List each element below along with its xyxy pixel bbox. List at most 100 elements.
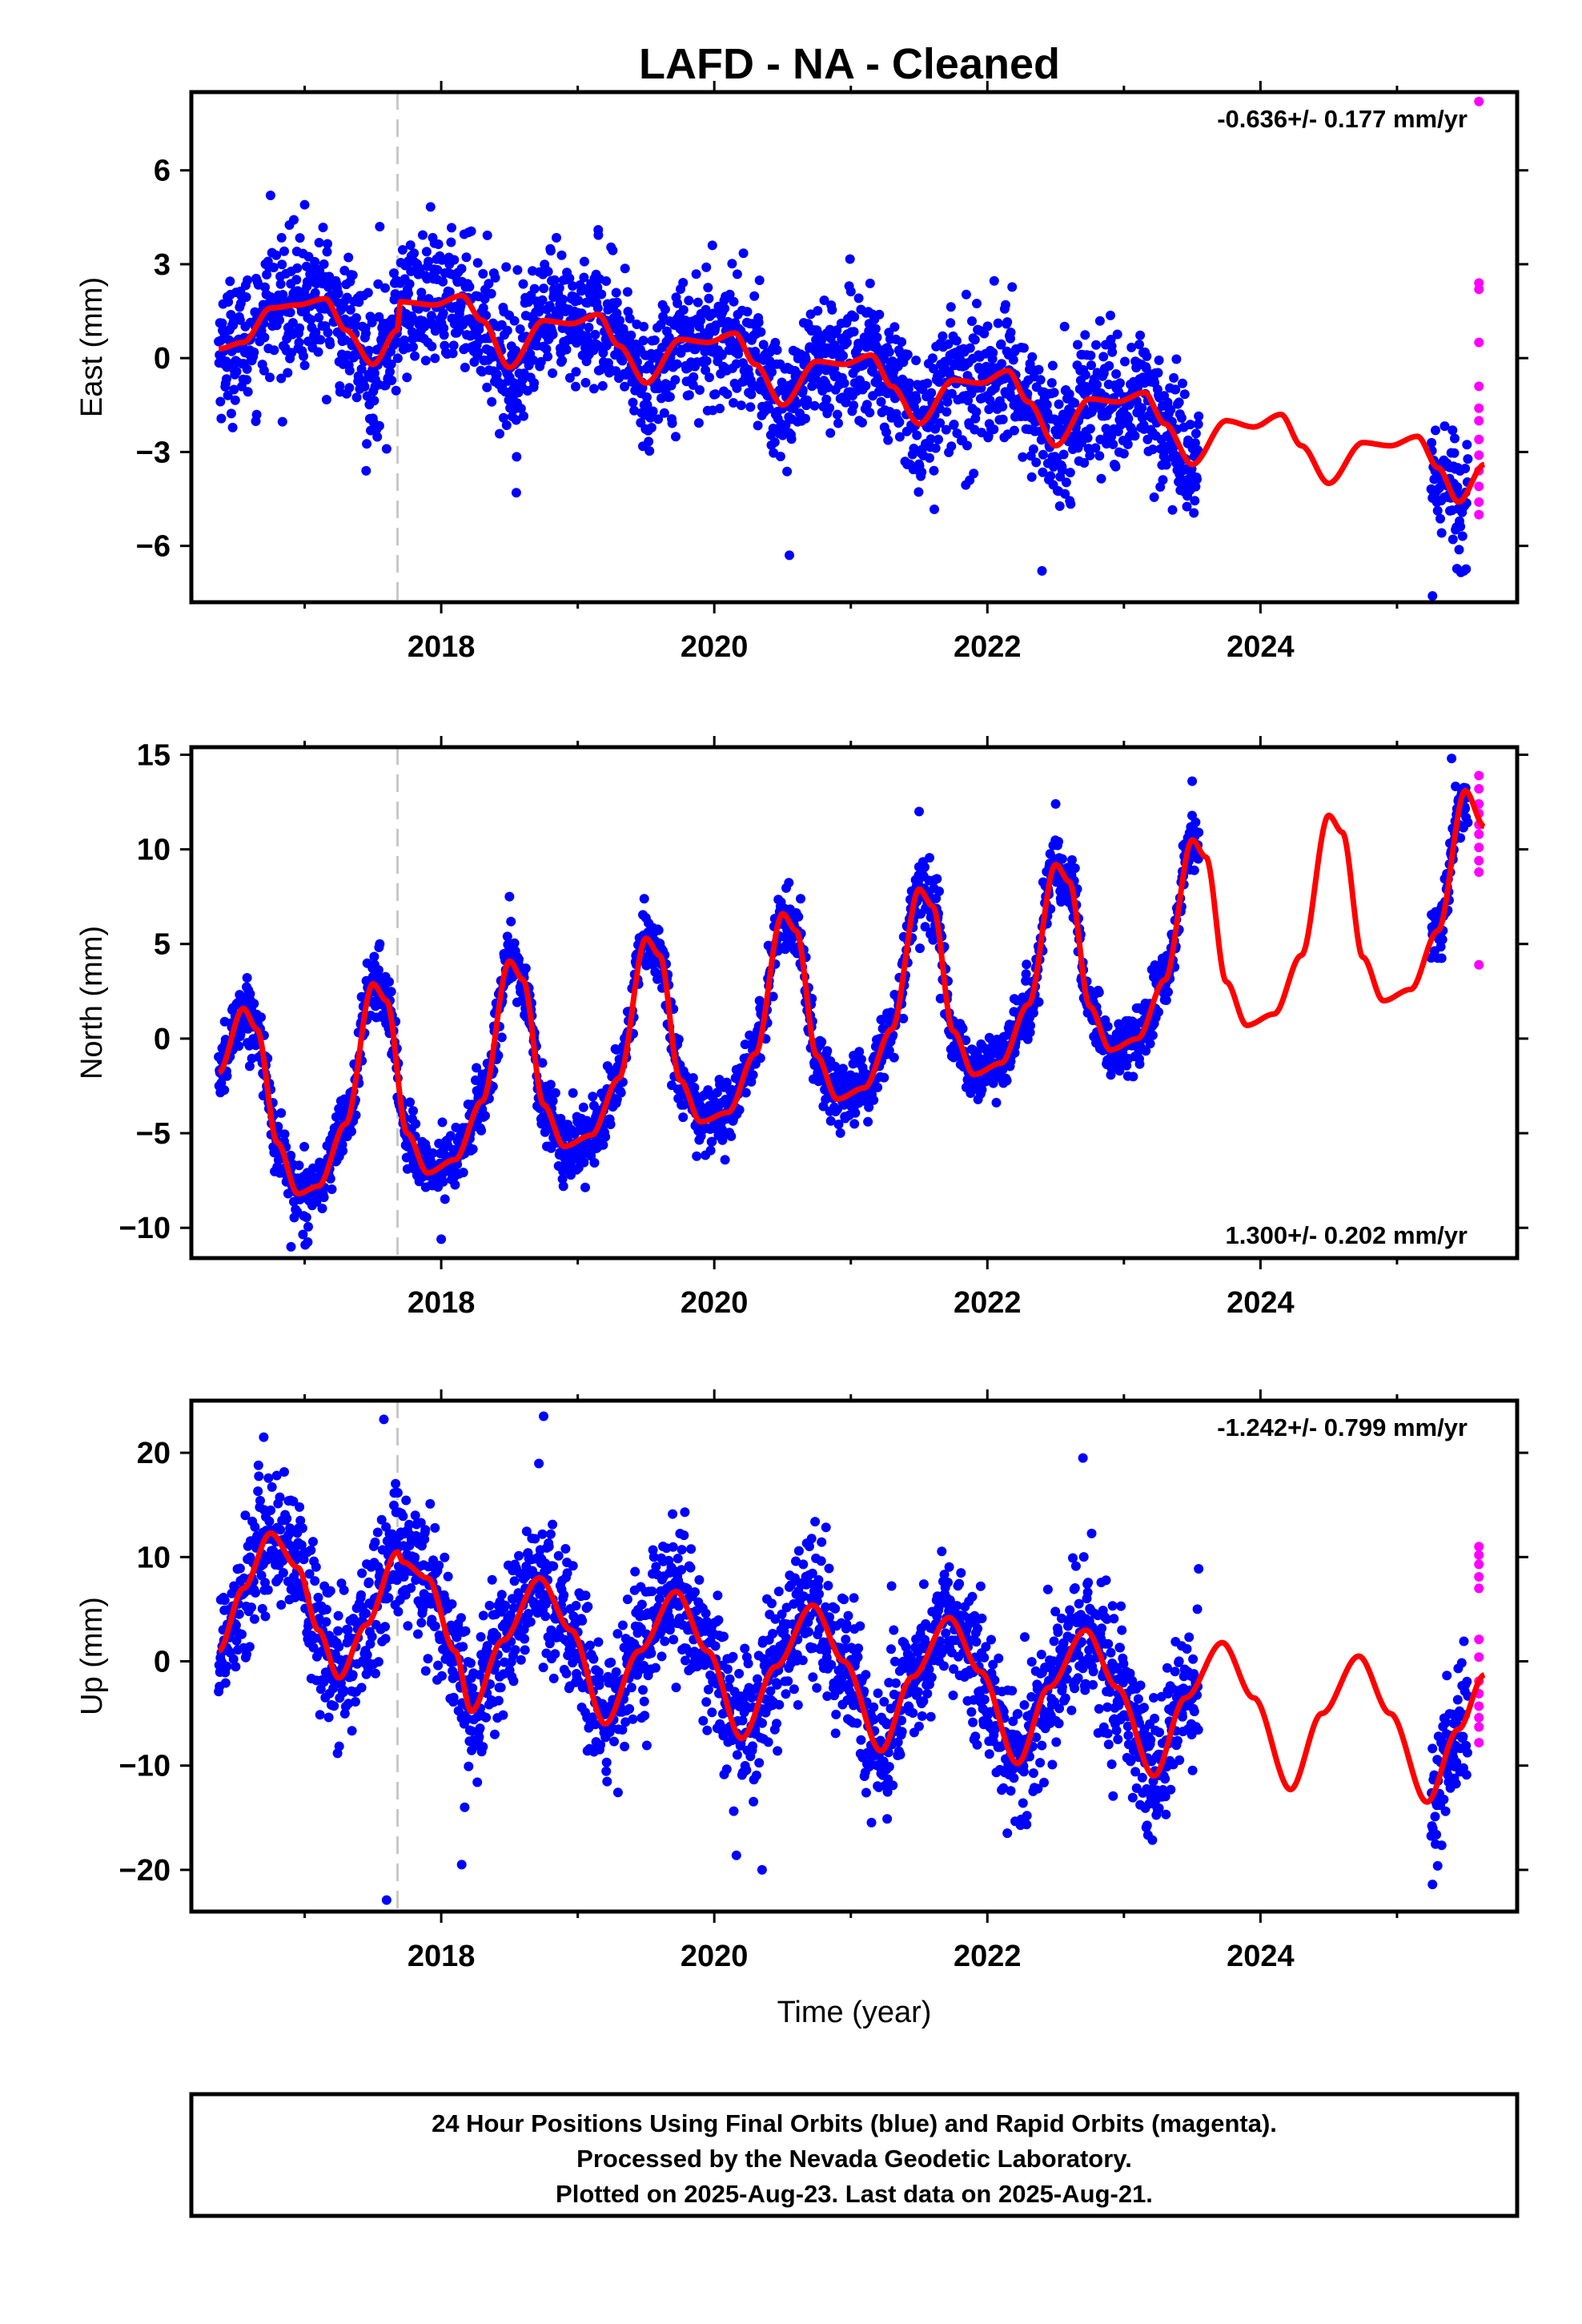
final-orbit-point (259, 332, 270, 343)
final-orbit-point (889, 393, 900, 404)
final-orbit-point (991, 1097, 1002, 1108)
final-orbit-point (571, 381, 580, 392)
final-orbit-point (539, 283, 549, 294)
final-orbit-point (624, 313, 635, 324)
final-orbit-point (588, 384, 599, 394)
final-orbit-point (817, 335, 827, 345)
final-orbit-point (712, 1088, 722, 1098)
final-orbit-point (556, 250, 567, 260)
final-orbit-point (231, 1635, 242, 1646)
final-orbit-point (1080, 370, 1090, 380)
final-orbit-point (969, 468, 979, 479)
final-orbit-point (373, 965, 383, 975)
final-orbit-point (817, 1037, 827, 1047)
final-orbit-point (1009, 425, 1019, 436)
final-orbit-point (941, 424, 951, 435)
final-orbit-point (1054, 399, 1064, 409)
final-orbit-point (626, 330, 636, 340)
final-orbit-point (1070, 863, 1080, 874)
final-orbit-point (512, 265, 523, 275)
final-orbit-point (883, 435, 893, 445)
final-orbit-point (313, 347, 323, 357)
final-orbit-point (823, 382, 833, 392)
final-orbit-point (961, 1035, 971, 1045)
final-orbit-point (979, 328, 990, 339)
final-orbit-point (1111, 369, 1122, 379)
final-orbit-point (306, 315, 316, 325)
final-orbit-point (1057, 854, 1067, 864)
final-orbit-point (493, 1051, 504, 1060)
final-orbit-point (693, 418, 704, 428)
final-orbit-point (243, 275, 253, 285)
final-orbit-point (1182, 501, 1192, 512)
final-orbit-point (351, 392, 362, 403)
final-orbit-point (1135, 330, 1146, 340)
final-orbit-point (408, 1106, 418, 1116)
rapid-orbit-point (1474, 509, 1484, 520)
final-orbit-point (375, 222, 385, 232)
final-orbit-point (276, 1600, 287, 1610)
final-orbit-point (557, 1174, 568, 1184)
final-orbit-point (294, 1160, 304, 1171)
final-orbit-point (404, 288, 413, 299)
final-orbit-point (1130, 431, 1140, 441)
final-orbit-point (742, 307, 753, 317)
final-orbit-point (345, 304, 355, 315)
final-orbit-point (1094, 987, 1104, 998)
final-orbit-point (827, 304, 837, 315)
final-orbit-point (295, 1515, 306, 1526)
final-orbit-point (283, 368, 293, 378)
final-orbit-point (580, 377, 591, 388)
final-orbit-point (1463, 818, 1473, 827)
final-orbit-point (1026, 472, 1037, 482)
final-orbit-point (813, 306, 823, 316)
final-orbit-point (440, 1194, 450, 1204)
final-orbit-point (854, 1047, 865, 1057)
final-orbit-point (841, 337, 852, 348)
final-orbit-point (276, 232, 287, 243)
final-orbit-point (989, 275, 999, 286)
final-orbit-point (1193, 419, 1203, 429)
final-orbit-point (495, 428, 504, 439)
final-orbit-point (611, 287, 621, 298)
final-orbit-point (321, 395, 331, 404)
final-orbit-point (509, 938, 520, 948)
final-orbit-point (438, 308, 448, 319)
final-orbit-point (1070, 398, 1080, 408)
final-orbit-point (753, 420, 763, 431)
final-orbit-point (884, 1045, 894, 1055)
final-orbit-point (402, 372, 412, 383)
final-orbit-point (946, 388, 957, 399)
final-orbit-point (725, 289, 735, 300)
final-orbit-point (756, 327, 766, 337)
final-orbit-point (958, 1023, 968, 1034)
rapid-orbit-point (1474, 866, 1484, 877)
final-orbit-point (554, 283, 564, 293)
final-orbit-point (229, 384, 239, 395)
final-orbit-point (1042, 400, 1052, 410)
final-orbit-point (514, 954, 524, 964)
final-orbit-point (558, 1181, 568, 1192)
final-orbit-point (914, 806, 925, 817)
final-orbit-point (482, 230, 492, 240)
final-orbit-point (912, 430, 922, 440)
final-orbit-point (303, 1221, 313, 1232)
final-orbit-point (1026, 1020, 1036, 1031)
final-orbit-point (427, 341, 437, 352)
final-orbit-point (240, 1510, 251, 1521)
final-orbit-point (361, 465, 371, 476)
final-orbit-point (561, 344, 572, 355)
final-orbit-point (838, 351, 848, 361)
final-orbit-point (873, 1082, 883, 1092)
plot-area-east (214, 92, 1486, 602)
final-orbit-point (573, 296, 584, 306)
final-orbit-point (235, 1563, 245, 1574)
final-orbit-point (445, 1131, 456, 1141)
final-orbit-point (1128, 1072, 1138, 1082)
final-orbit-point (288, 1496, 299, 1506)
final-orbit-point (1080, 330, 1090, 340)
final-orbit-point (222, 1661, 232, 1671)
final-orbit-point (684, 390, 694, 400)
final-orbit-point (797, 385, 808, 396)
